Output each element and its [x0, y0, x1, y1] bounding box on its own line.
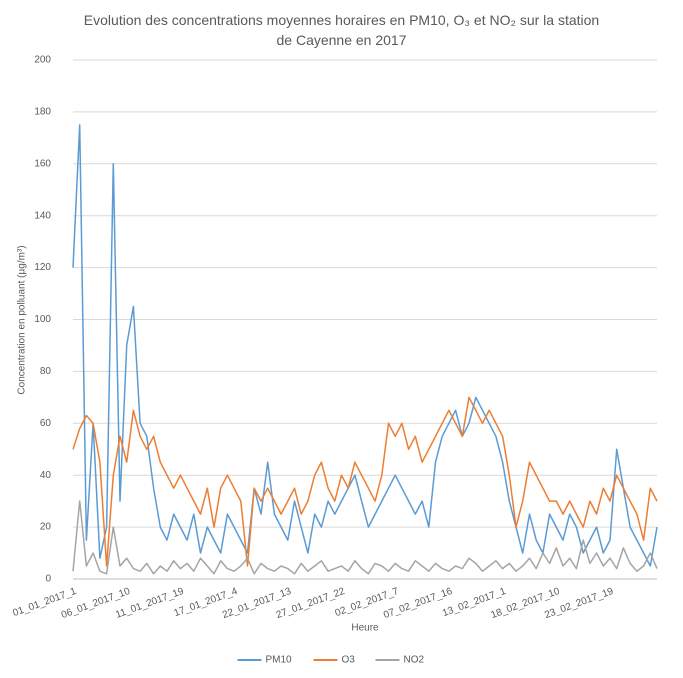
legend-label: PM10 — [266, 655, 293, 666]
series-line — [72, 500, 658, 575]
y-tick-label: 0 — [45, 574, 51, 585]
y-tick-label: 160 — [34, 158, 51, 169]
y-tick-label: 100 — [34, 314, 51, 325]
series-line — [72, 396, 658, 567]
y-tick-label: 80 — [40, 366, 52, 377]
x-axis-label: Heure — [351, 623, 379, 634]
y-tick-label: 180 — [34, 107, 51, 118]
chart-title: Evolution des concentrations moyennes ho… — [83, 12, 600, 48]
y-tick-label: 200 — [34, 55, 51, 66]
series-line — [72, 124, 658, 567]
y-tick-label: 40 — [40, 470, 52, 481]
y-tick-label: 60 — [40, 418, 52, 429]
y-tick-label: 20 — [40, 522, 52, 533]
legend-label: NO2 — [404, 655, 425, 666]
y-tick-label: 140 — [34, 210, 51, 221]
y-tick-label: 120 — [34, 262, 51, 273]
y-axis-label: Concentration en polluant (µg/m³) — [17, 245, 28, 394]
legend-label: O3 — [342, 655, 356, 666]
